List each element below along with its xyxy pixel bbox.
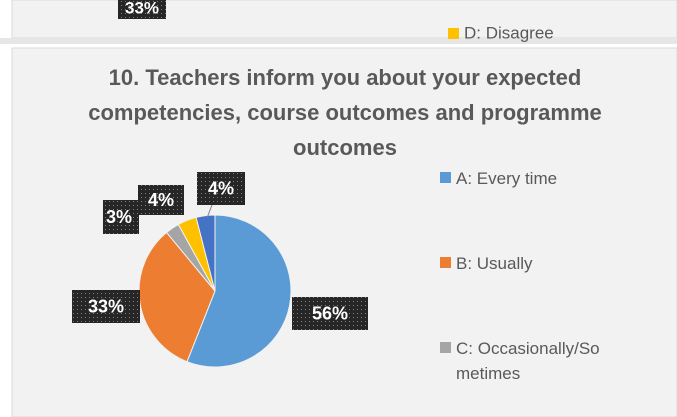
legend-item: B: Usually [440, 251, 610, 276]
prev-data-label: 33% [125, 0, 159, 17]
leader-line [206, 204, 213, 219]
legend-label: A: Every time [456, 169, 558, 188]
data-label: 4% [208, 178, 234, 198]
data-label: 4% [148, 190, 174, 210]
legend-item: A: Every time [440, 166, 610, 191]
data-label: 3% [106, 207, 132, 227]
data-label-box [292, 297, 368, 330]
data-label-box [103, 200, 139, 234]
previous-chart-area [11, 0, 677, 39]
data-label-box [197, 172, 245, 205]
legend-label: B: Usually [456, 254, 533, 273]
legend-label: C: Occasionally/Sometimes [456, 339, 600, 383]
legend-swatch [440, 172, 451, 183]
data-label: 56% [312, 303, 348, 323]
pie-slice [186, 214, 292, 368]
prev-data-label-box [118, 0, 166, 19]
data-label: 33% [88, 296, 124, 316]
legend-item: C: Occasionally/Sometimes [440, 336, 610, 386]
data-label-box [72, 290, 140, 323]
legend-swatch [440, 257, 451, 268]
data-label-box [138, 185, 184, 215]
separator [0, 38, 677, 44]
prev-legend-swatch [448, 28, 459, 39]
chart-title: 10. Teachers inform you about your expec… [88, 65, 602, 160]
legend-swatch [440, 342, 451, 353]
pie [138, 214, 292, 368]
pie-slice [195, 214, 216, 292]
prev-legend-item: D: Disagree [464, 23, 554, 42]
